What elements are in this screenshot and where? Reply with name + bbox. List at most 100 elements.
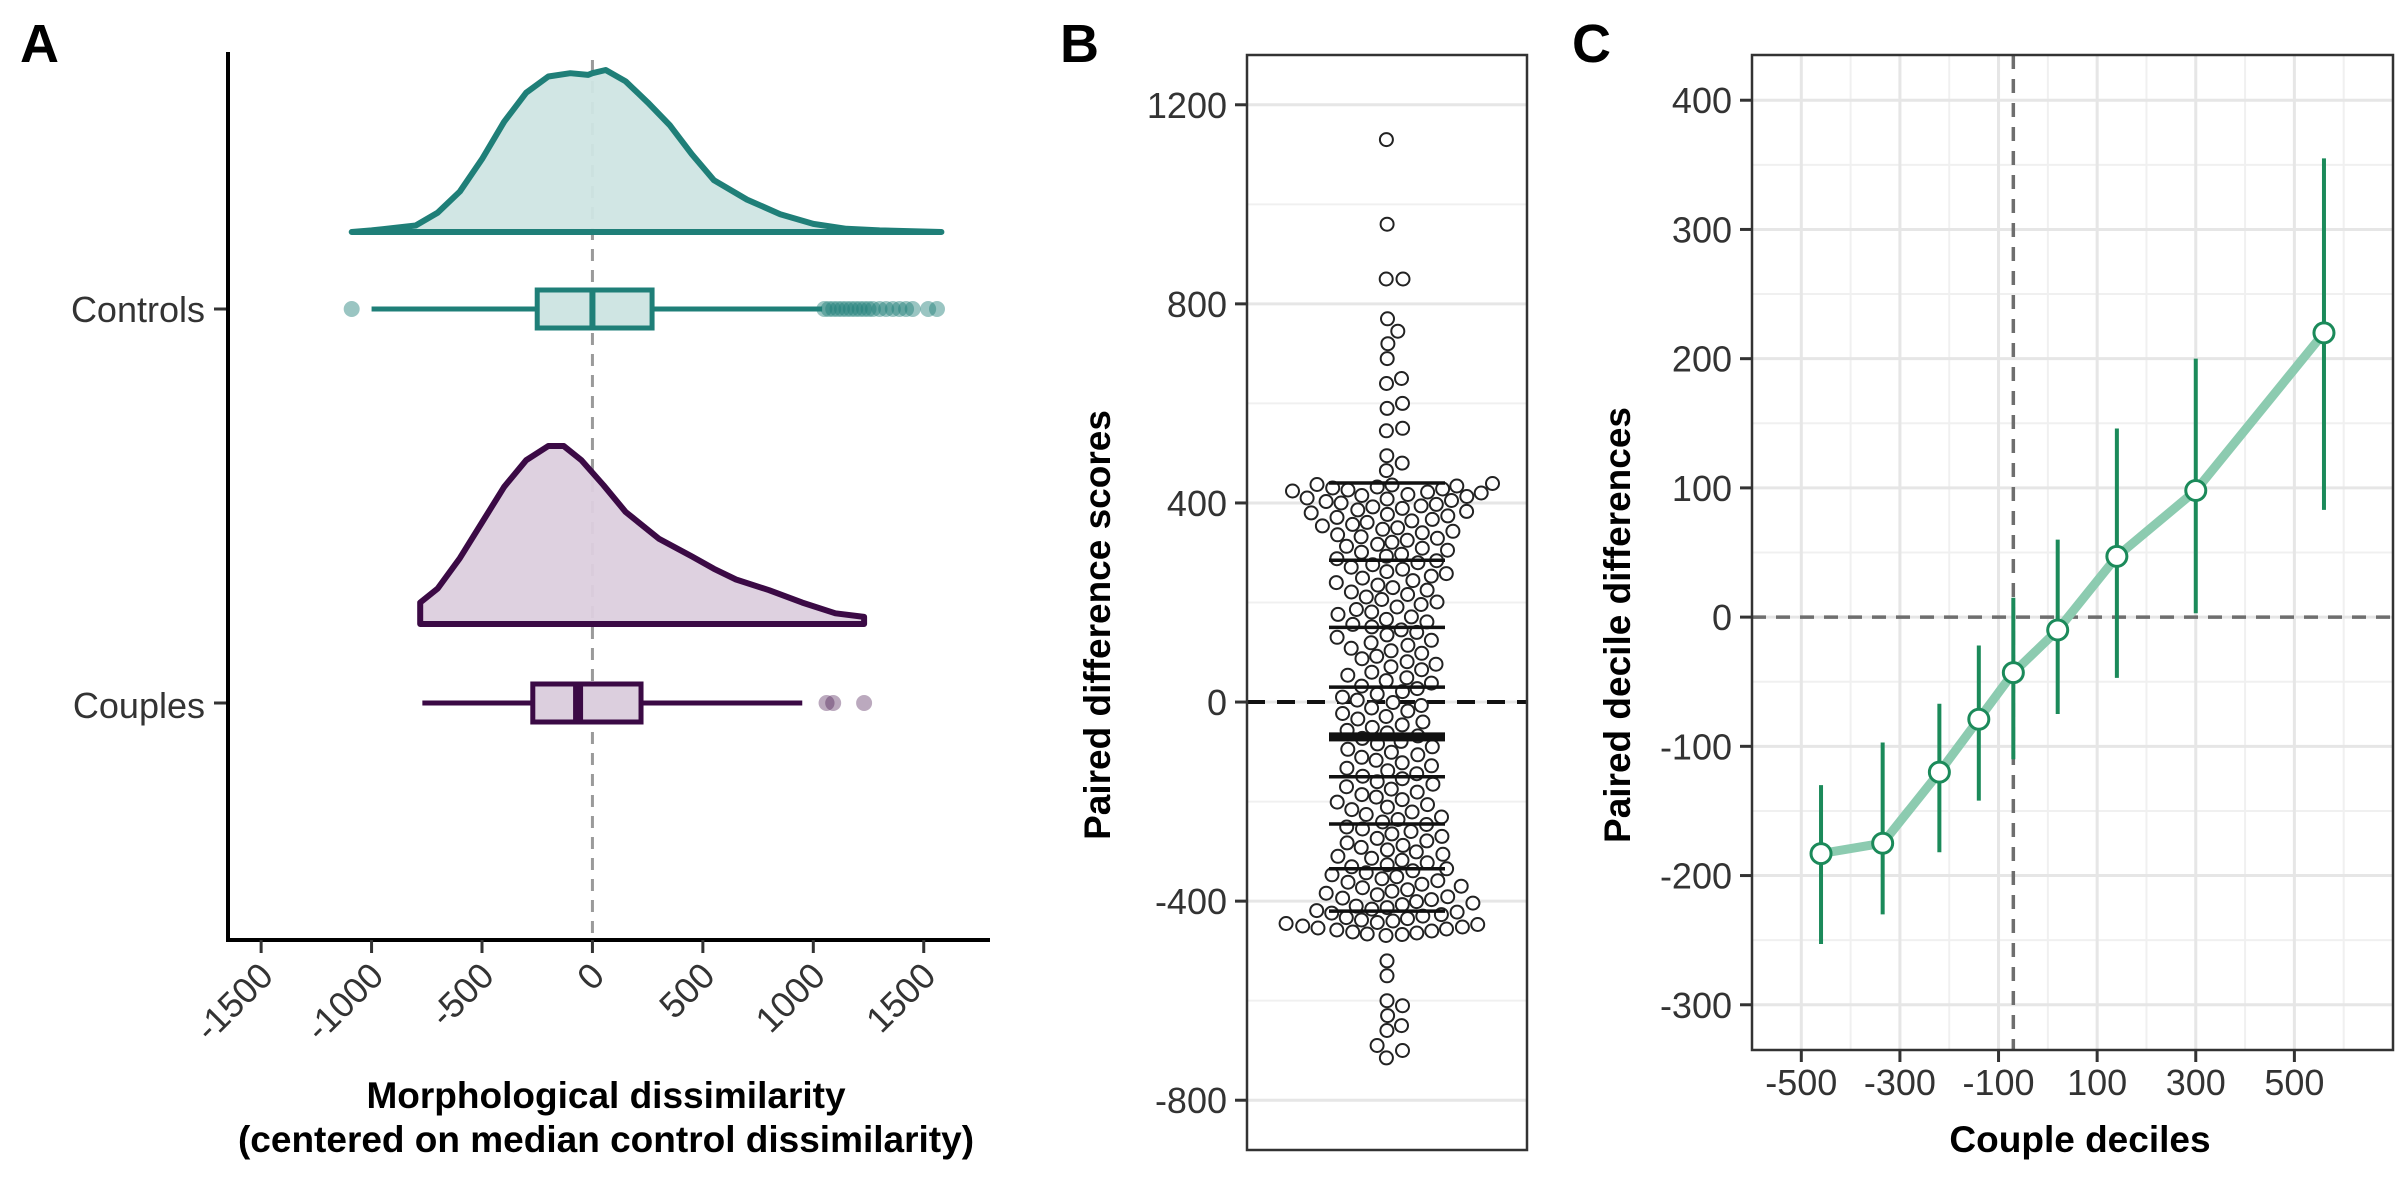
data-point-b — [1354, 651, 1370, 667]
data-point-b — [1344, 859, 1360, 875]
data-point-b — [1328, 575, 1344, 591]
data-point-b — [1364, 850, 1380, 866]
data-point-b — [1339, 835, 1355, 851]
y-tick-label-b: 400 — [1167, 483, 1227, 524]
data-point-b — [1423, 568, 1439, 584]
data-point-b — [1299, 490, 1315, 506]
data-point-b — [1355, 570, 1370, 586]
data-point-b — [1393, 622, 1409, 638]
x-axis-title-line2: (centered on median control dissimilarit… — [238, 1119, 974, 1160]
data-point-b — [1379, 799, 1395, 815]
data-point-b — [1378, 423, 1394, 439]
data-point-b — [1379, 216, 1395, 232]
data-point-b — [1434, 809, 1449, 825]
y-tick-label-b: 0 — [1207, 682, 1227, 723]
data-point-b — [1384, 826, 1400, 842]
panel-b-beeswarm-plot: Paired difference scores -800 -400 0 400 800… — [1077, 53, 1529, 1152]
data-point-b — [1379, 564, 1395, 580]
data-point-b — [1454, 919, 1470, 935]
data-point-b — [1473, 485, 1489, 501]
data-point-b — [1378, 1050, 1394, 1066]
data-point-b — [1414, 662, 1430, 678]
data-point-c — [1967, 707, 1991, 731]
data-point-b — [1369, 887, 1385, 903]
data-point-b — [1400, 703, 1416, 719]
data-point-c — [2105, 544, 2129, 568]
data-point-b — [1333, 495, 1349, 511]
data-point-b — [1318, 494, 1334, 509]
data-point-b — [1330, 848, 1346, 864]
data-point-b — [1385, 913, 1401, 929]
x-tick-label-a: 1000 — [747, 955, 833, 1041]
data-point-b — [1429, 594, 1445, 610]
data-point-b — [1374, 592, 1390, 607]
data-point-b — [1413, 698, 1429, 713]
box-couples — [530, 681, 644, 725]
data-point-b — [1395, 1043, 1410, 1058]
data-point-b — [1379, 351, 1395, 367]
data-point-b — [1385, 580, 1401, 596]
data-point-b — [1390, 520, 1406, 536]
data-point-b — [1343, 584, 1359, 600]
panel-border-b — [1245, 53, 1529, 1152]
x-tick-label-a: -1500 — [187, 955, 281, 1049]
panel-c-line-plot: Paired decile differences Couple deciles… — [1597, 53, 2395, 1160]
data-point-b — [1329, 509, 1345, 525]
data-point-b — [1345, 516, 1361, 532]
data-point-b — [1353, 529, 1369, 545]
data-point-c — [1927, 760, 1951, 784]
x-tick-label-c: 500 — [2264, 1062, 2324, 1103]
data-point-b — [1309, 903, 1325, 919]
y-tick-label-c: 200 — [1672, 339, 1732, 380]
data-point-b — [1349, 692, 1365, 708]
data-point-b — [1354, 749, 1370, 765]
data-point-b — [1400, 911, 1415, 927]
data-point-b — [1329, 629, 1345, 645]
outlier-controls-6 — [838, 301, 855, 317]
data-point-b — [1350, 711, 1366, 727]
data-point-b — [1414, 876, 1430, 892]
data-point-b — [1394, 455, 1410, 471]
outlier-couples-0 — [818, 695, 835, 711]
data-point-b — [1379, 506, 1395, 522]
y-tick-label-c: 300 — [1672, 209, 1732, 250]
data-point-b — [1345, 924, 1361, 940]
data-point-b — [1354, 544, 1369, 560]
data-point-c — [2312, 321, 2336, 345]
data-point-b — [1380, 311, 1395, 327]
data-point-b — [1403, 824, 1419, 839]
data-point-b — [1378, 463, 1394, 479]
outlier-controls-8 — [847, 301, 864, 317]
data-point-b — [1364, 604, 1380, 620]
data-point-b — [1424, 739, 1440, 755]
x-axis-title-line1: Morphological dissimilarity — [366, 1075, 845, 1116]
data-point-b — [1368, 752, 1384, 768]
data-point-b — [1428, 496, 1444, 512]
data-point-b — [1339, 538, 1354, 554]
data-point-b — [1449, 478, 1465, 494]
y-axis-title-c: Paired decile differences — [1597, 407, 1638, 843]
data-point-b — [1379, 400, 1395, 416]
data-point-b — [1374, 871, 1390, 887]
data-point-b — [1303, 505, 1319, 521]
data-point-b — [1424, 758, 1439, 774]
y-tick-label-c: 100 — [1672, 468, 1732, 509]
data-point-b — [1359, 926, 1375, 942]
x-tick-label-a: 500 — [651, 955, 722, 1026]
data-point-b — [1369, 915, 1385, 930]
data-point-b — [1310, 920, 1326, 936]
data-point-b — [1384, 883, 1400, 899]
data-point-b — [1394, 852, 1410, 868]
data-point-b — [1344, 802, 1360, 818]
outlier-couples-1 — [825, 695, 842, 711]
data-point-b — [1363, 635, 1379, 651]
data-point-b — [1348, 602, 1364, 617]
y-tick-label-b: -400 — [1155, 881, 1227, 922]
data-point-b — [1394, 371, 1409, 386]
data-point-b — [1453, 878, 1469, 894]
data-point-b — [1330, 527, 1346, 543]
data-point-b — [1380, 1008, 1396, 1024]
data-point-b — [1378, 673, 1394, 689]
x-tick-label-c: -300 — [1864, 1062, 1936, 1103]
